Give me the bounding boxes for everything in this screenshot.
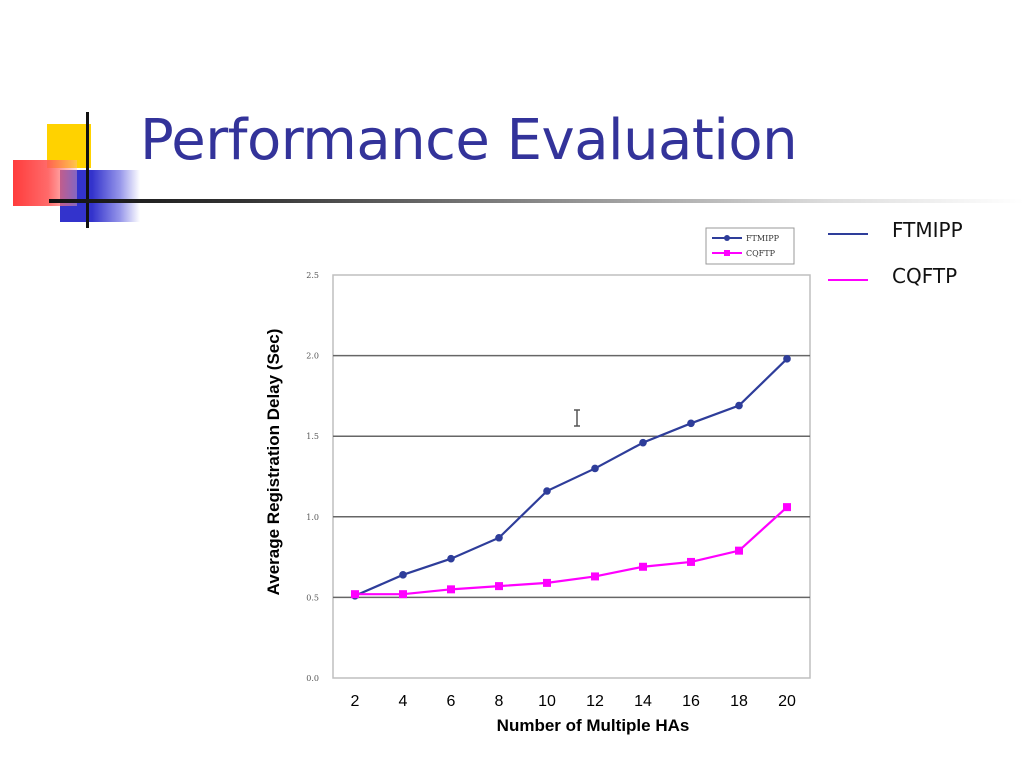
y-tick-label: 2.5 xyxy=(306,271,319,280)
deco-horizontal-rule xyxy=(49,199,1024,203)
data-point-cqftp xyxy=(783,503,791,512)
x-tick-label: 18 xyxy=(730,693,748,710)
x-tick-label: 10 xyxy=(538,693,556,710)
legend-swatch-cqftp xyxy=(828,279,868,281)
chart-legend-box xyxy=(705,227,795,265)
y-tick-label: 1.0 xyxy=(306,513,319,522)
data-point-ftmipp xyxy=(783,355,791,363)
data-point-ftmipp xyxy=(399,571,407,579)
page-title: Performance Evaluation xyxy=(140,108,798,173)
plot-frame xyxy=(332,274,811,679)
data-point-cqftp xyxy=(447,585,455,594)
y-tick-label: 1.5 xyxy=(306,432,319,441)
x-tick-label: 14 xyxy=(634,693,652,710)
data-point-ftmipp xyxy=(735,401,743,410)
data-point-cqftp xyxy=(351,590,359,599)
x-tick-label: 4 xyxy=(399,693,408,710)
x-tick-label: 6 xyxy=(447,693,456,710)
deco-vertical-line xyxy=(86,112,89,228)
x-tick-label: 2 xyxy=(351,693,360,710)
x-tick-label: 12 xyxy=(586,693,604,710)
chart-legend-marker-ftmipp xyxy=(724,235,730,241)
slide-legend: FTMIPP CQFTP xyxy=(826,214,1016,306)
x-tick-label: 20 xyxy=(778,693,796,710)
data-point-ftmipp xyxy=(639,438,647,447)
data-point-cqftp xyxy=(639,562,647,571)
x-axis-label: Number of Multiple HAs xyxy=(496,716,690,735)
deco-red-square xyxy=(13,160,77,206)
legend-label-ftmipp: FTMIPP xyxy=(892,218,963,242)
data-point-cqftp xyxy=(591,572,599,581)
legend-swatch-ftmipp xyxy=(828,233,868,235)
data-point-cqftp xyxy=(495,582,503,591)
legend-item-cqftp: CQFTP xyxy=(826,260,1016,306)
data-point-ftmipp xyxy=(687,419,695,428)
data-point-ftmipp xyxy=(447,554,455,563)
x-tick-label: 16 xyxy=(682,693,700,710)
series-line-ftmipp xyxy=(354,358,788,597)
y-tick-label: 0.0 xyxy=(306,674,319,683)
y-tick-label: 0.5 xyxy=(306,593,319,602)
data-point-ftmipp xyxy=(495,533,503,542)
y-axis-label: Average Registration Delay (Sec) xyxy=(264,328,283,596)
data-point-cqftp xyxy=(399,590,407,599)
chart-legend-marker-cqftp xyxy=(724,250,730,256)
y-tick-label: 2.0 xyxy=(306,352,319,361)
data-point-cqftp xyxy=(543,578,551,587)
data-point-ftmipp xyxy=(543,487,551,495)
x-tick-label: 8 xyxy=(495,693,504,710)
data-point-cqftp xyxy=(735,546,743,555)
series-line-cqftp xyxy=(355,506,788,596)
data-point-ftmipp xyxy=(591,464,599,473)
chart-legend-label-ftmipp: FTMIPP xyxy=(746,234,780,243)
chart-legend-label-cqftp: CQFTP xyxy=(746,249,776,258)
data-point-cqftp xyxy=(687,557,695,566)
legend-label-cqftp: CQFTP xyxy=(892,264,958,288)
legend-item-ftmipp: FTMIPP xyxy=(826,214,1016,260)
